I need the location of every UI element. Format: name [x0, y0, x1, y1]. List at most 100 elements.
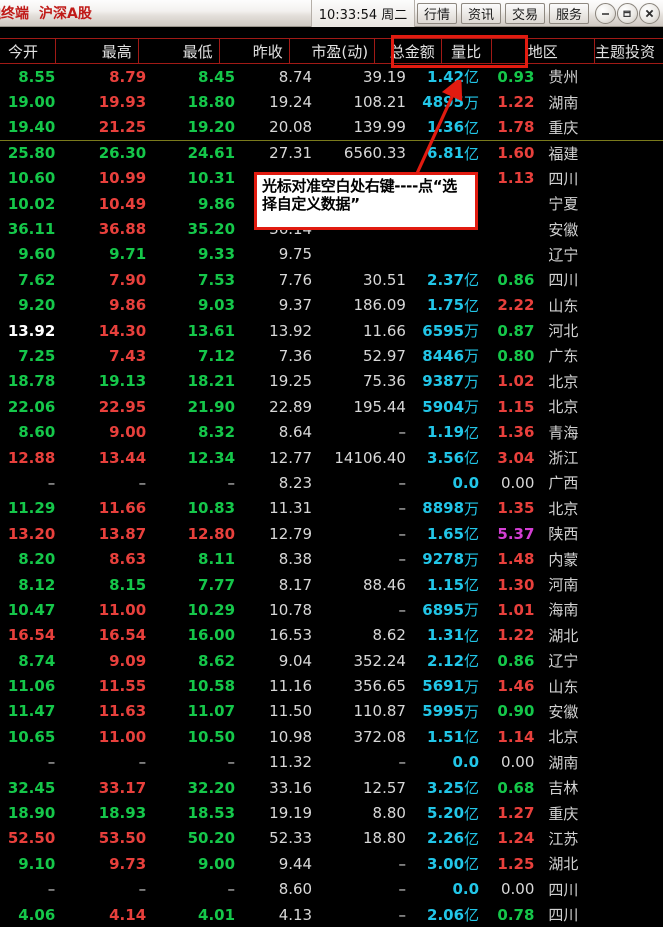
- table-row[interactable]: 25.80 26.30 24.61 27.31 6560.33 6.81亿 1.60 福建 泉州…: [0, 140, 663, 165]
- cell-high: 9.73: [109, 854, 147, 873]
- table-row[interactable]: 8.74 9.09 8.62 9.04 352.24 2.12亿 0.86 辽宁 养老地产 涉矿…: [0, 648, 663, 673]
- cell-total-amount: 1.31 亿: [427, 626, 480, 645]
- table-row[interactable]: 8.55 8.79 8.45 8.74 39.19 1.42亿 0.93 贵州 轮胎 汽配: [0, 64, 663, 89]
- table-row[interactable]: 4.06 4.14 4.01 4.13 – 2.06亿 0.78 四川 铁矿石期货 TVOS 液…: [0, 902, 663, 927]
- cell-theme-investment: 民营银行 涉矿 铅锌金属: [655, 369, 663, 394]
- cell-pe: 14106.40: [334, 448, 406, 467]
- annotation-text: 光标对准空白处右键----点“选择自定义数据”: [262, 177, 457, 213]
- column-header-volume-ratio[interactable]: 量比: [442, 38, 492, 64]
- column-header-open[interactable]: 今开: [0, 38, 57, 64]
- cell-region: 辽宁: [548, 652, 579, 671]
- table-row[interactable]: 19.40 21.25 19.20 20.08 139.99 1.36亿 1.78 重庆 重庆国…: [0, 115, 663, 140]
- table-row[interactable]: – – – 8.60 – 0.0 0.00 四川 高新区 四川基建 成渝米: [0, 877, 663, 902]
- titlebar-gap: [0, 27, 663, 38]
- cell-region: 重庆: [548, 118, 579, 137]
- table-row[interactable]: 12.88 13.44 12.34 12.77 14106.40 3.56亿 3.04 浙江 传…: [0, 445, 663, 470]
- cell-volume-ratio: 0.93: [497, 67, 535, 86]
- cell-total-amount: 8446 万: [422, 346, 480, 366]
- table-row[interactable]: 8.60 9.00 8.32 8.64 – 1.19亿 1.36 青海 凝胶: [0, 419, 663, 444]
- cell-theme-investment: 民营银行 集体建设用地: [655, 724, 663, 749]
- column-header-prev-close[interactable]: 昨收: [220, 38, 290, 64]
- table-row[interactable]: 52.50 53.50 50.20 52.33 18.80 2.26亿 1.24 江苏 期货 江…: [0, 826, 663, 851]
- cell-total-amount: 3.00 亿: [427, 854, 480, 874]
- nav-service-button[interactable]: 服务: [549, 3, 589, 24]
- cell-pe: 88.46: [363, 575, 406, 594]
- cell-total-amount: 0.0: [452, 880, 480, 899]
- cell-volume-ratio: [485, 242, 540, 267]
- cell-total-amount: 3.25 亿: [427, 778, 480, 798]
- cell-open: 10.02: [7, 194, 56, 213]
- table-row[interactable]: 9.60 9.71 9.33 9.75 辽宁 医疗改革 东北国企 抗?: [0, 242, 663, 267]
- cell-prev-close: 9.75: [278, 245, 313, 264]
- column-header-theme-investment[interactable]: 主题投资: [594, 42, 655, 61]
- cell-prev-close: 8.17: [278, 575, 313, 594]
- cell-low: 9.33: [198, 245, 236, 264]
- table-row[interactable]: – – – 8.23 – 0.0 0.00 广西 电子商务 O2O 国际板 i: [0, 470, 663, 495]
- table-row[interactable]: 9.10 9.73 9.00 9.44 – 3.00亿 1.25 湖北 互联网保险 二甲醚 煤(: [0, 851, 663, 876]
- nav-news-button[interactable]: 资讯: [461, 3, 501, 24]
- table-row[interactable]: – – – 11.32 – 0.0 0.00 湖南: [0, 750, 663, 775]
- cell-volume-ratio: [485, 216, 540, 241]
- cell-prev-close: 9.44: [278, 854, 313, 873]
- cell-open: 13.92: [7, 321, 56, 340]
- cell-high: 8.15: [109, 575, 147, 594]
- cell-open: 19.40: [7, 118, 56, 137]
- cell-open: 8.20: [18, 550, 56, 569]
- cell-theme-investment: 高新区 四川基建 成渝米: [655, 877, 663, 902]
- cell-theme-investment: 参股券商 环保袋 锦纶: [655, 623, 663, 648]
- cell-open: 10.60: [7, 169, 56, 188]
- cell-open: –: [47, 753, 56, 772]
- table-row[interactable]: 18.90 18.93 18.53 19.19 8.80 5.20亿 1.27 重庆 润滑油 二…: [0, 800, 663, 825]
- table-row[interactable]: 16.54 16.54 16.00 16.53 8.62 1.31亿 1.22 湖北 参股券商 …: [0, 623, 663, 648]
- column-header-pe[interactable]: 市盈(动): [290, 38, 376, 64]
- minimize-button[interactable]: [595, 3, 616, 24]
- cell-region: 江苏: [548, 829, 579, 848]
- column-header-low[interactable]: 最低: [139, 38, 220, 64]
- table-row[interactable]: 7.62 7.90 7.53 7.76 30.51 2.37亿 0.86 四川 智能水表 四川国…: [0, 267, 663, 292]
- window-controls: [595, 3, 660, 24]
- cell-volume-ratio: 0.86: [497, 651, 535, 670]
- column-header-total-amount[interactable]: 总金额: [375, 38, 442, 64]
- cell-high: 53.50: [98, 829, 147, 848]
- column-header-high[interactable]: 最高: [56, 38, 139, 64]
- cell-pe: –: [398, 905, 406, 924]
- table-row[interactable]: 10.65 11.00 10.50 10.98 372.08 1.51亿 1.14 北京 民营银…: [0, 724, 663, 749]
- cell-high: 10.99: [98, 169, 147, 188]
- table-row[interactable]: 9.20 9.86 9.03 9.37 186.09 1.75亿 2.22 山东 中日韩自贸区 …: [0, 293, 663, 318]
- table-row[interactable]: 13.20 13.87 12.80 12.79 – 1.65亿 5.37 陕西 丝绸之路 西安自…: [0, 521, 663, 546]
- cell-open: 4.06: [18, 905, 56, 924]
- cell-pe: 356.65: [353, 677, 406, 696]
- cell-region: 重庆: [548, 804, 579, 823]
- cell-theme-investment: 传媒 互联网汽车 仪电(: [655, 445, 663, 470]
- cell-prev-close: 52.33: [269, 829, 313, 848]
- cell-high: 36.88: [98, 220, 147, 239]
- cell-volume-ratio: 1.22: [497, 93, 535, 112]
- nav-quotes-button[interactable]: 行情: [417, 3, 457, 24]
- cell-low: 10.29: [187, 600, 236, 619]
- column-header-region[interactable]: 地区: [492, 38, 595, 64]
- cell-high: 33.17: [98, 778, 147, 797]
- cell-theme-investment: 泉州金改 厦门自贸区 ?: [655, 141, 663, 165]
- close-button[interactable]: [639, 3, 660, 24]
- cell-theme-investment: 城轨 职业教育 融资租1: [655, 496, 663, 521]
- cell-open: 12.88: [7, 448, 56, 467]
- cell-total-amount: 5.20 亿: [427, 804, 480, 823]
- nav-trade-button[interactable]: 交易: [505, 3, 545, 24]
- cell-volume-ratio: 0.68: [497, 778, 535, 797]
- table-row[interactable]: 8.12 8.15 7.77 8.17 88.46 1.15亿 1.30 河南 铝空气电池 稀缺…: [0, 572, 663, 597]
- cell-volume-ratio: [485, 191, 540, 216]
- restore-button[interactable]: [617, 3, 638, 24]
- cell-volume-ratio: 0.80: [497, 346, 535, 365]
- table-row[interactable]: 32.45 33.17 32.20 33.16 12.57 3.25亿 0.68 吉林 医疗改革…: [0, 775, 663, 800]
- cell-prev-close: 8.23: [278, 473, 313, 492]
